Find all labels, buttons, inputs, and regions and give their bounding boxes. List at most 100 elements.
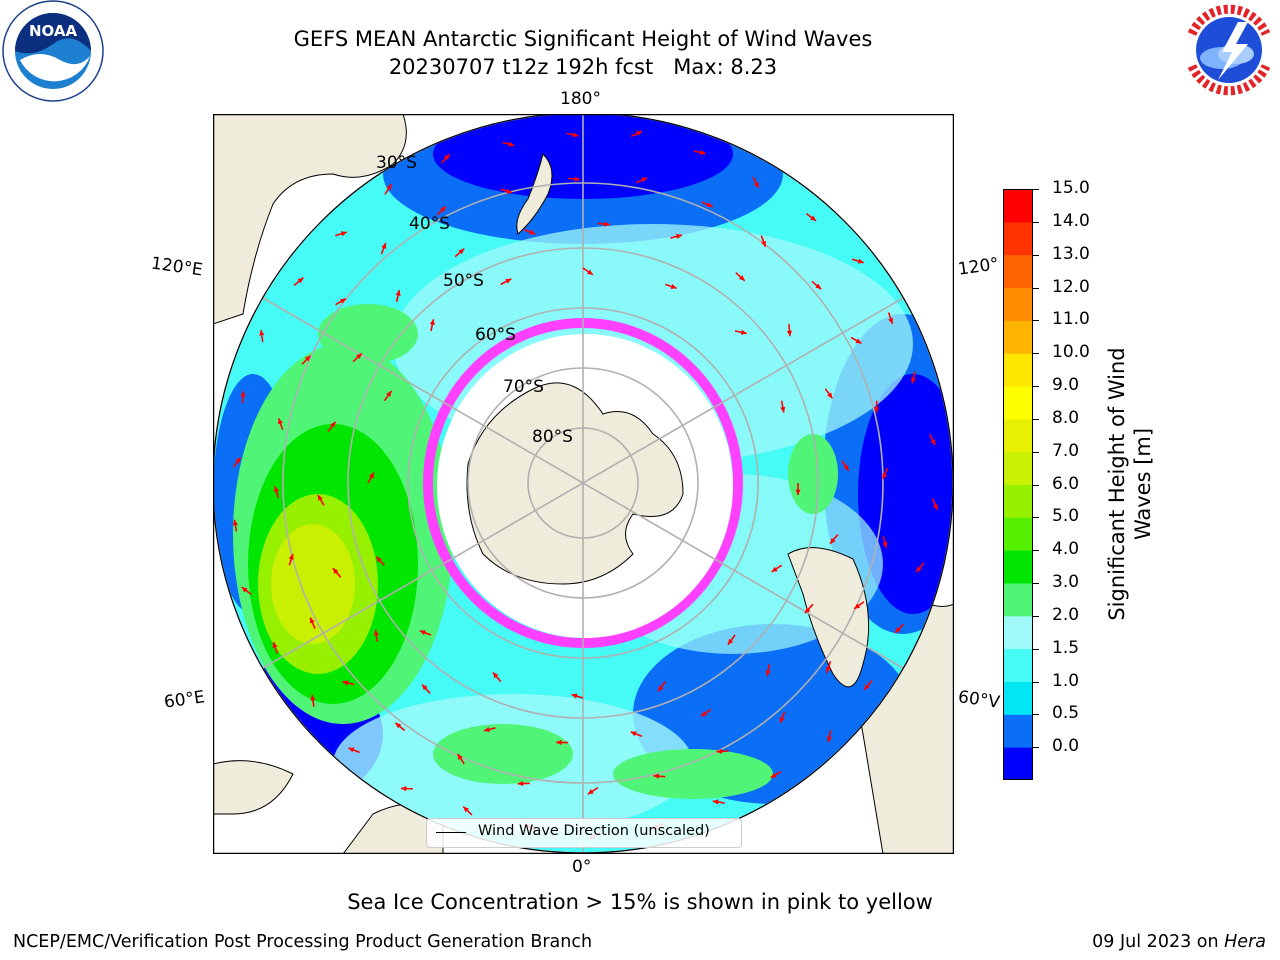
wind-arrow-head	[699, 149, 706, 156]
wind-arrow-head	[825, 666, 831, 673]
wind-arrow-head	[272, 642, 278, 649]
wind-arrow-head	[815, 283, 822, 290]
map-subtitle: 20230707 t12z 192h fcst Max: 8.23	[388, 55, 778, 79]
lon-label-top: 180°	[560, 89, 601, 109]
lon-label-bottom: 0°	[572, 857, 592, 877]
wind-arrow-head	[235, 457, 241, 464]
wind-arrow-head	[630, 731, 637, 737]
wind-arrow-head	[463, 806, 469, 813]
wind-arrow-head	[348, 747, 355, 753]
colorbar-tick-label: 15.0	[1052, 178, 1090, 198]
lon-label-upper-right: 120°	[956, 254, 1001, 280]
wind-arrow-head	[241, 587, 248, 593]
colorbar-segment	[1003, 451, 1033, 485]
wind-arrow-head	[712, 799, 719, 805]
lat-label-30s: 30°S	[376, 153, 417, 173]
colorbar-tick-mark	[1033, 418, 1039, 420]
wind-arrow-head	[422, 684, 428, 691]
wind-arrow-head	[604, 221, 610, 227]
colorbar-segment	[1003, 550, 1033, 584]
map-title: GEFS MEAN Antarctic Significant Height o…	[293, 27, 873, 51]
wind-arrow-head	[830, 537, 836, 544]
wind-arrow-head	[240, 391, 246, 397]
colorbar-segment	[1003, 386, 1033, 420]
lat-label-50s: 50°S	[443, 271, 484, 291]
wind-arrow-head	[810, 215, 817, 221]
colorbar-title-line2: Waves [m]	[1131, 427, 1155, 541]
colorbar-tick-label: 8.0	[1052, 407, 1080, 428]
footer-host: Hera	[1224, 932, 1266, 952]
colorbar-tick-label: 2.0	[1052, 604, 1080, 625]
wind-arrow-head	[395, 722, 402, 729]
legend-line-icon	[436, 832, 466, 833]
colorbar-tick-mark	[1033, 583, 1039, 584]
wind-arrow-head	[932, 503, 938, 510]
wind-arrow-head	[804, 607, 811, 614]
lat-label-80s: 80°S	[532, 427, 573, 447]
lon-label-lower-left: 60°E	[162, 687, 207, 713]
wind-arrow-head	[916, 566, 922, 573]
wind-arrow-head	[440, 206, 446, 213]
colorbar-segment	[1003, 189, 1033, 223]
wind-arrow-head	[770, 772, 777, 778]
colorbar-segment	[1003, 615, 1033, 650]
colorbar-tick-mark	[1033, 287, 1039, 289]
lon-label-lower-right: 60°V	[956, 687, 1001, 713]
wind-arrow-head	[771, 566, 778, 572]
wind-arrow-head	[740, 329, 747, 335]
wind-wave-direction-arrows	[232, 130, 939, 840]
wind-arrow-head	[317, 494, 323, 501]
wind-arrow-head	[356, 353, 362, 360]
colorbar	[1003, 189, 1033, 781]
wind-arrow-head	[278, 418, 283, 425]
colorbar-tick-mark	[1033, 451, 1039, 453]
wind-arrow-head	[895, 627, 901, 633]
colorbar-title-line1: Significant Height of Wind	[1105, 347, 1129, 621]
wind-arrow-head	[310, 694, 316, 701]
colorbar-tick-mark	[1033, 615, 1039, 617]
wind-arrow-head	[930, 439, 936, 446]
colorbar-segment	[1003, 714, 1033, 748]
wind-arrow-head	[641, 177, 648, 183]
wind-arrow-head	[855, 338, 862, 344]
wind-arrow-head	[288, 553, 294, 560]
colorbar-tick-label: 1.5	[1052, 637, 1080, 658]
wind-arrow-head	[381, 242, 387, 249]
colorbar-tick-label: 9.0	[1052, 375, 1080, 395]
wind-arrow-head	[339, 298, 346, 304]
colorbar-tick-label: 10.0	[1052, 342, 1090, 363]
colorbar-segment	[1003, 221, 1033, 256]
colorbar-tick-mark	[1033, 484, 1039, 486]
colorbar-tick-mark	[1033, 550, 1039, 552]
wind-arrow-head	[508, 141, 515, 147]
wind-arrow-head	[716, 748, 723, 755]
colorbar-segment	[1003, 287, 1033, 321]
wind-arrow-head	[910, 377, 916, 384]
wind-arrow-head	[670, 284, 677, 289]
wind-arrow-head	[826, 736, 832, 743]
wind-arrow-head	[843, 464, 849, 471]
wind-arrow-head	[429, 319, 435, 326]
colorbar-tick-label: 13.0	[1052, 243, 1090, 264]
wind-arrow-head	[706, 202, 713, 208]
wind-arrow-head	[786, 330, 793, 337]
wind-arrow-head	[676, 233, 683, 239]
wind-arrow-head	[457, 753, 463, 760]
colorbar-tick-mark	[1033, 189, 1039, 190]
wind-arrow-head	[779, 717, 785, 724]
wind-arrow-head	[572, 132, 579, 138]
colorbar-tick-mark	[1033, 648, 1039, 650]
wind-arrow-head	[297, 277, 304, 284]
sea-ice-note: Sea Ice Concentration > 15% is shown in …	[347, 890, 933, 914]
lon-label-upper-left: 120°E	[149, 253, 204, 281]
wind-arrow-head	[483, 726, 490, 733]
wind-arrow-head	[701, 711, 707, 717]
colorbar-tick-label: 14.0	[1052, 210, 1090, 231]
noaa-logo-icon: NOAA	[0, 0, 106, 104]
colorbar-tick-label: 0.0	[1052, 736, 1080, 757]
wave-height-map: 30°S 40°S 50°S 60°S 70°S 80°S	[212, 112, 955, 855]
wind-arrow-head	[386, 184, 392, 191]
wind-arrow-head	[304, 355, 311, 362]
wind-arrow-head	[395, 290, 401, 296]
colorbar-tick-mark	[1033, 747, 1039, 749]
